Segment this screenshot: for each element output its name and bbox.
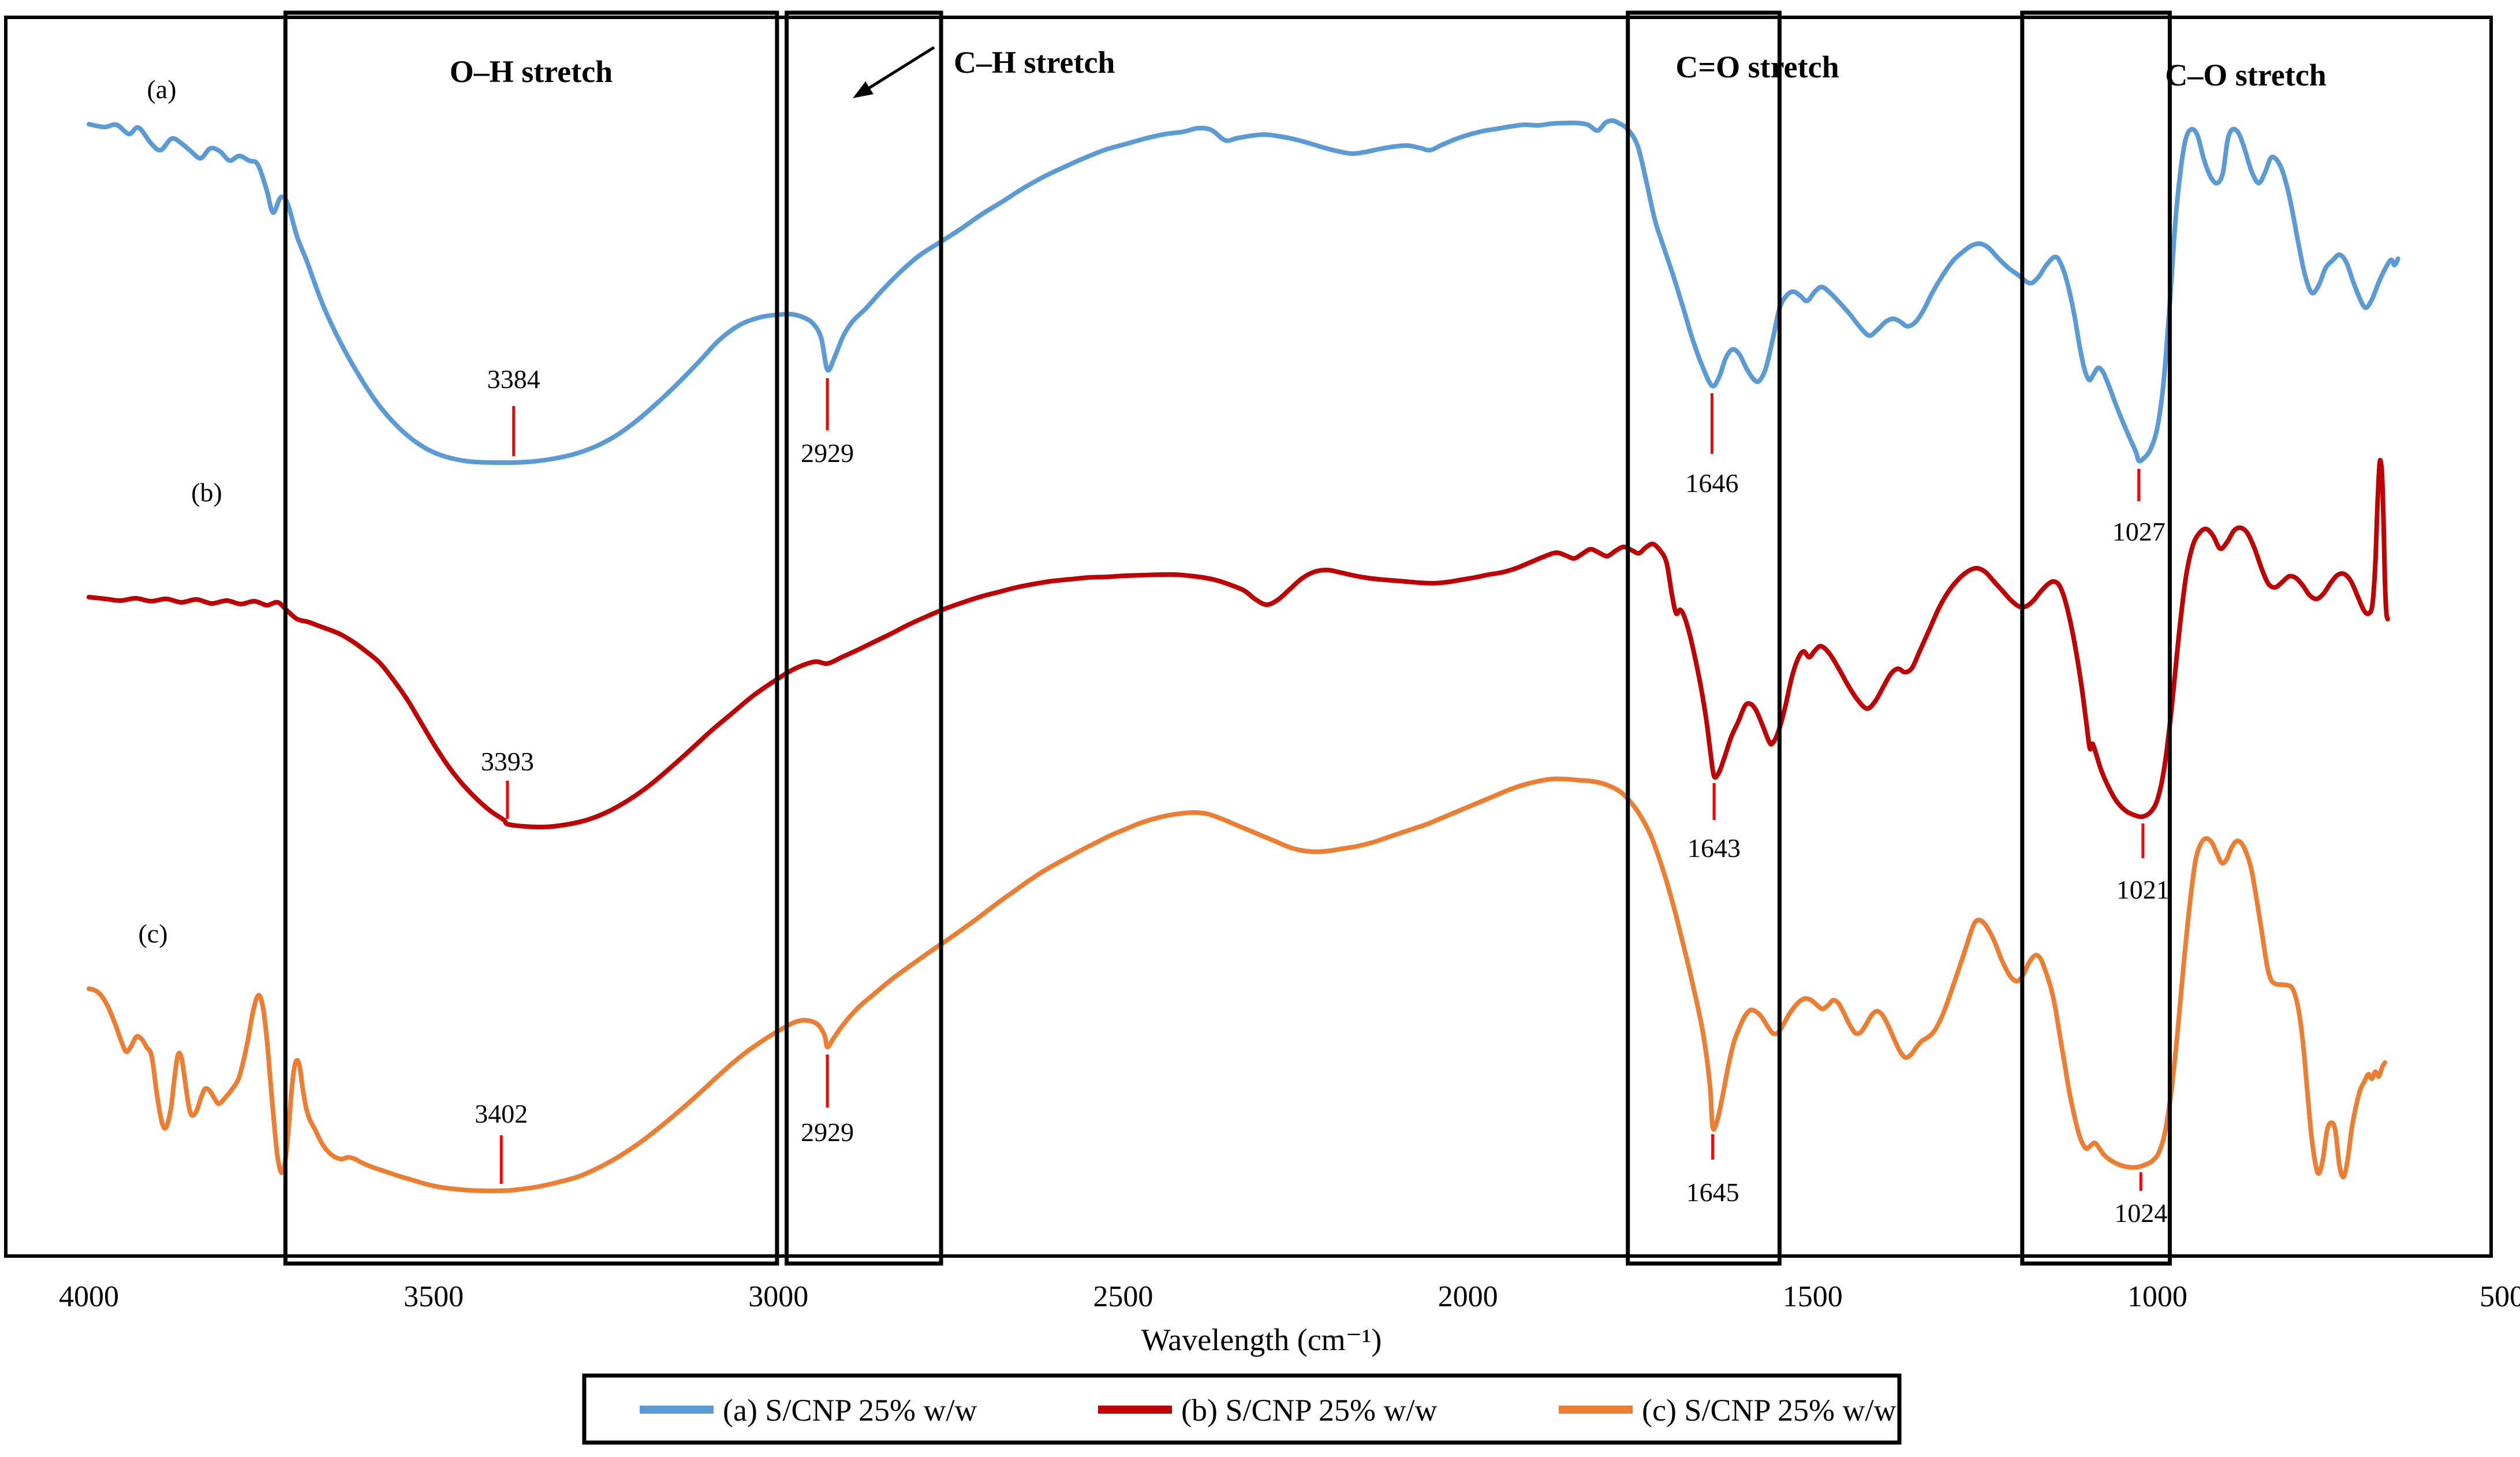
region-label-C-O: C–O stretch <box>2165 58 2326 92</box>
peak-annotations: 3384 2929 1646 1027 3393 1643 1021 3402 2929 1645… <box>475 364 2170 1228</box>
region-label-C=O: C=O stretch <box>1675 50 1839 84</box>
peak-label-a-1646: 1646 <box>1685 468 1738 498</box>
peak-label-a-3384: 3384 <box>487 364 540 394</box>
x-tick-label-500: 500 <box>2480 1280 2520 1313</box>
region-boxes <box>283 10 2172 1266</box>
x-tick-label-1000: 1000 <box>2127 1280 2187 1313</box>
peak-label-b-3393: 3393 <box>481 747 534 776</box>
x-axis: Wavelength (cm⁻¹) 4000 3500 3000 2500 2000 15… <box>59 1280 2520 1357</box>
plot-border <box>4 16 2493 1258</box>
legend-label-3: (c) S/CNP 25% w/w <box>1642 1393 1896 1428</box>
peak-label-c-1024: 1024 <box>2114 1198 2167 1228</box>
spectra-lines <box>87 118 2400 1194</box>
spectrum-line-a <box>87 118 2400 465</box>
series-letter-a: (a) <box>147 74 176 104</box>
legend-box <box>582 1373 1902 1445</box>
annotation-arrow-line <box>868 46 935 90</box>
peak-label-b-1643: 1643 <box>1688 833 1741 863</box>
region-labels: O–H stretch C–H stretch C=O stretch C–O str… <box>450 45 2327 99</box>
peak-label-c-3402: 3402 <box>475 1099 528 1128</box>
legend-label-1: (a) S/CNP 25% w/w <box>723 1393 977 1428</box>
x-tick-label-2500: 2500 <box>1093 1280 1153 1313</box>
plot-border-rect <box>4 16 2493 1258</box>
region-label-C-H: C–H stretch <box>954 45 1115 80</box>
region-box-O-H <box>283 10 779 1266</box>
peak-label-a-2929: 2929 <box>801 438 854 468</box>
legend-dash-2 <box>1098 1406 1172 1414</box>
peak-label-b-1021: 1021 <box>2116 875 2170 904</box>
region-box-C-O <box>2020 10 2172 1266</box>
spectrum-line-c <box>87 776 2387 1194</box>
x-tick-label-3500: 3500 <box>404 1280 464 1313</box>
region-box-C-H <box>785 10 943 1266</box>
x-tick-label-2000: 2000 <box>1438 1280 1498 1313</box>
peak-label-c-1645: 1645 <box>1686 1177 1739 1207</box>
x-tick-label-1500: 1500 <box>1783 1280 1843 1313</box>
x-tick-label-3000: 3000 <box>748 1280 808 1313</box>
legend-label-2: (b) S/CNP 25% w/w <box>1181 1393 1438 1428</box>
legend: (a) S/CNP 25% w/w (b) S/CNP 25% w/w (c) S/… <box>582 1373 1902 1445</box>
x-axis-title: Wavelength (cm⁻¹) <box>1141 1322 1382 1357</box>
series-letter-c: (c) <box>138 919 167 948</box>
peak-label-c-2929: 2929 <box>801 1117 854 1147</box>
annotation-arrow-head <box>853 81 873 99</box>
legend-dash-1 <box>640 1406 714 1414</box>
series-letter-b: (b) <box>191 478 222 507</box>
region-box-C=O <box>1626 10 1782 1266</box>
x-tick-label-4000: 4000 <box>59 1280 119 1313</box>
peak-label-a-1027: 1027 <box>2112 517 2166 546</box>
region-label-O-H: O–H stretch <box>450 54 613 89</box>
spectrum-line-b <box>87 457 2390 830</box>
legend-dash-3 <box>1559 1406 1633 1414</box>
series-letters: (a) (b) (c) <box>138 74 222 948</box>
